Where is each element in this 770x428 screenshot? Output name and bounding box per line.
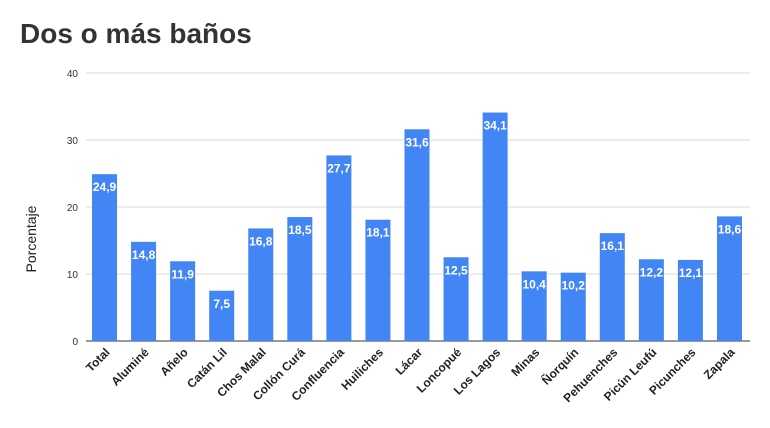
bar-0 — [92, 174, 118, 341]
chart-title: Dos o más baños — [20, 18, 252, 49]
data-label: 31,6 — [405, 135, 429, 149]
data-label: 12,2 — [640, 265, 664, 279]
y-tick-label: 20 — [67, 203, 79, 214]
y-tick-labels: 0 10 20 30 40 — [67, 69, 79, 348]
data-label: 12,5 — [444, 263, 468, 277]
data-label: 10,2 — [562, 279, 586, 293]
bar-7 — [365, 219, 391, 341]
bar-16 — [716, 216, 742, 341]
y-axis-label: Porcentaje — [23, 205, 39, 272]
data-label: 16,1 — [601, 239, 625, 253]
bar-15 — [677, 259, 703, 341]
x-tick-label: Zapala — [701, 345, 738, 382]
bar-14 — [638, 259, 664, 341]
bar-3 — [209, 290, 235, 341]
bar-12 — [560, 272, 586, 341]
y-tick-label: 40 — [67, 69, 79, 80]
x-tick-label: Lácar — [393, 345, 426, 378]
y-tick-label: 0 — [72, 337, 78, 348]
bar-1 — [131, 241, 157, 341]
x-tick-label: Huiliches — [338, 345, 386, 393]
bar-8 — [404, 129, 430, 341]
y-tick-label: 30 — [67, 136, 79, 147]
data-label: 14,8 — [132, 248, 156, 262]
data-label: 18,1 — [366, 226, 390, 240]
data-label: 27,7 — [327, 161, 351, 175]
y-tick-label: 10 — [67, 270, 79, 281]
data-label: 11,9 — [171, 267, 194, 281]
bar-5 — [287, 217, 313, 341]
bar-13 — [599, 233, 625, 341]
data-labels: 24,9 14,8 11,9 7,5 16,8 18,5 27,7 18,1 31,6 12,5 3… — [93, 119, 742, 311]
bar-6 — [326, 155, 352, 341]
bars — [92, 112, 742, 341]
x-tick-label: Total — [83, 345, 113, 375]
data-label: 18,5 — [288, 223, 312, 237]
bar-2 — [170, 261, 196, 341]
bar-11 — [521, 271, 547, 341]
data-label: 7,5 — [213, 297, 230, 311]
x-tick-label: Minas — [508, 345, 542, 379]
x-tick-label: Aluminé — [108, 345, 152, 389]
data-label: 18,6 — [718, 222, 742, 236]
data-label: 34,1 — [483, 119, 507, 133]
x-tick-label: Añelo — [157, 345, 190, 378]
data-label: 16,8 — [249, 234, 273, 248]
data-label: 24,9 — [93, 180, 117, 194]
bar-9 — [443, 257, 469, 341]
data-label: 12,1 — [679, 266, 703, 280]
bar-10 — [482, 112, 508, 341]
bar-4 — [248, 228, 274, 341]
data-label: 10,4 — [522, 277, 546, 291]
